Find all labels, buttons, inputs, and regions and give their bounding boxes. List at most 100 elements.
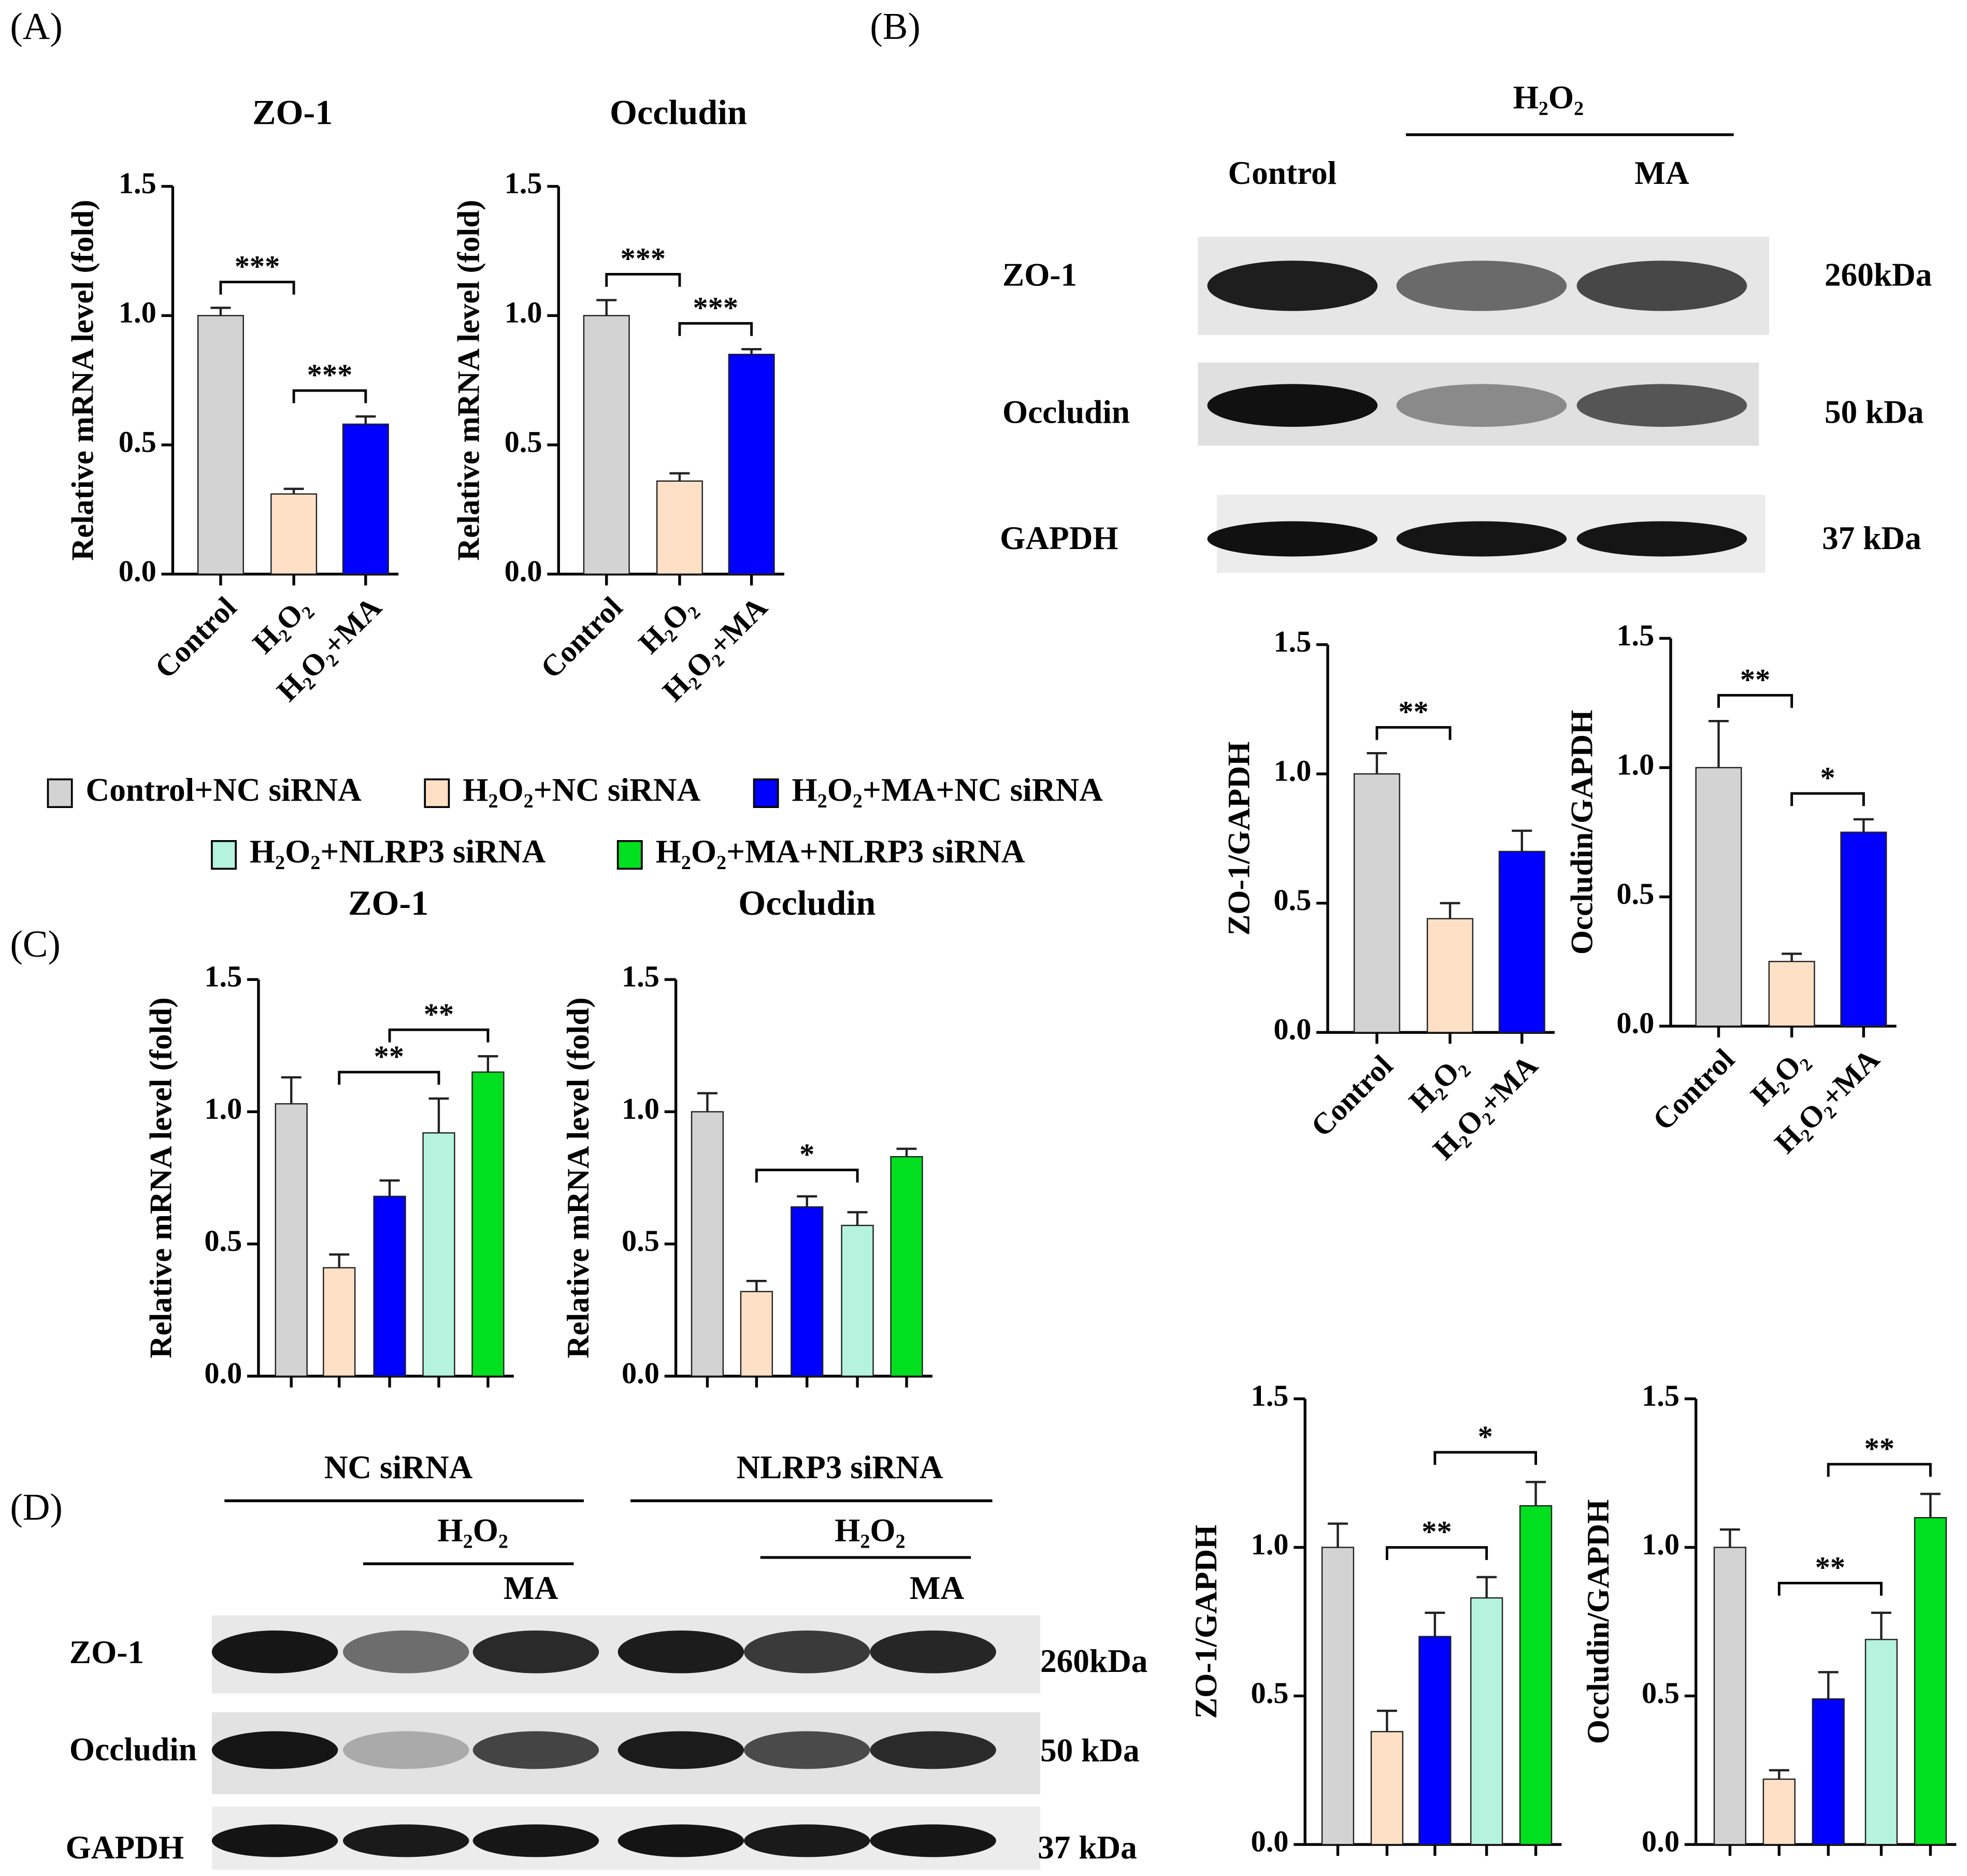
legend-label: H₂O₂+MA+NC siRNA: [792, 772, 1103, 808]
bar: [1353, 773, 1400, 1033]
y-tick-label: 1.0: [1251, 1527, 1289, 1561]
blot-band: [472, 1731, 599, 1769]
y-tick-label: 0.0: [204, 1356, 242, 1390]
error-bar: [1440, 902, 1460, 919]
bar: [1812, 1698, 1845, 1845]
size-label: 260kDa: [1040, 1643, 1147, 1679]
chart-title: ZO-1: [252, 92, 333, 132]
bar: [342, 423, 389, 575]
legend-swatch: [753, 778, 779, 809]
significance-label: **: [1398, 695, 1428, 728]
error-bar: [1871, 1611, 1891, 1640]
significance-bracket: [1375, 726, 1452, 740]
significance-bracket: [755, 1168, 859, 1183]
bar: [1427, 918, 1474, 1033]
protein-label: ZO-1: [69, 1634, 144, 1670]
error-bar: [1920, 1493, 1941, 1518]
blot-band: [1207, 261, 1378, 311]
blot-band: [618, 1731, 744, 1769]
y-tick-label: 0.0: [119, 554, 156, 588]
error-bar: [1782, 953, 1802, 962]
error-bar: [1376, 1709, 1397, 1732]
error-bar: [746, 1279, 767, 1292]
protein-label: Occludin: [1002, 394, 1130, 430]
bar: [791, 1206, 824, 1377]
significance-label: **: [1740, 662, 1770, 696]
error-bar: [428, 1097, 449, 1133]
legend-label: H₂O₂+MA+NLRP3 siRNA: [656, 833, 1025, 870]
bar: [728, 353, 775, 575]
significance-label: ***: [307, 358, 353, 392]
significance-label: *: [1478, 1420, 1493, 1453]
y-tick-label: 0.5: [622, 1224, 659, 1258]
bar: [1864, 1639, 1898, 1845]
blot-band: [618, 1630, 744, 1673]
error-bar: [355, 415, 376, 424]
y-tick-label: 1.0: [622, 1092, 659, 1125]
x-tick-label: Control: [1304, 1048, 1399, 1143]
y-axis-label: Occludin/GAPDH: [1581, 1499, 1616, 1744]
bar: [373, 1195, 406, 1377]
error-bar: [283, 487, 304, 494]
legend-label: H₂O₂+NLRP3 siRNA: [250, 833, 546, 870]
lane-label: MA: [910, 1570, 965, 1606]
bar: [1370, 1731, 1404, 1845]
blot-band: [870, 1731, 996, 1769]
bar: [422, 1132, 455, 1377]
y-tick-label: 0.5: [1616, 877, 1654, 911]
bar: [1695, 767, 1742, 1027]
bar: [323, 1267, 356, 1377]
panel-label: (C): [10, 923, 60, 965]
y-tick-label: 1.5: [1642, 1379, 1679, 1412]
significance-bracket: [1827, 1463, 1932, 1477]
y-tick-label: 0.5: [505, 425, 542, 458]
bar: [841, 1224, 874, 1377]
blot-band: [1576, 261, 1747, 311]
y-axis-label: Occludin/GAPDH: [1564, 710, 1599, 955]
bar: [471, 1071, 505, 1377]
error-bar: [847, 1211, 868, 1225]
bar: [1418, 1636, 1452, 1845]
significance-label: **: [424, 997, 454, 1031]
blot-band: [870, 1824, 996, 1857]
blot-band: [472, 1630, 599, 1673]
y-tick-label: 0.0: [505, 554, 542, 588]
significance-label: **: [1815, 1550, 1845, 1584]
y-tick-label: 0.5: [204, 1224, 242, 1258]
blot-band: [618, 1824, 744, 1857]
group-label: NLRP3 siRNA: [737, 1449, 943, 1485]
x-tick-label: Control: [1646, 1042, 1741, 1137]
significance-label: ***: [621, 242, 666, 276]
blot-band: [211, 1630, 338, 1673]
blot-band: [343, 1824, 469, 1857]
error-bar: [1526, 1481, 1546, 1506]
y-tick-label: 1.5: [622, 960, 659, 993]
blot-band: [744, 1824, 870, 1857]
error-bar: [741, 348, 762, 355]
legend-label: Control+NC siRNA: [86, 772, 362, 808]
legend-swatch: [211, 840, 237, 870]
error-bar: [210, 307, 231, 316]
y-tick-label: 1.5: [1251, 1379, 1289, 1412]
error-bar: [379, 1179, 400, 1196]
y-tick-label: 1.0: [505, 296, 542, 329]
bar: [583, 315, 630, 575]
bar: [1768, 961, 1815, 1027]
significance-bracket: [1385, 1546, 1488, 1560]
y-tick-label: 1.5: [204, 960, 242, 993]
significance-bracket: [1790, 792, 1865, 806]
lane-label: Control: [1228, 155, 1337, 191]
legend-swatch: [616, 840, 643, 870]
size-label: 260kDa: [1825, 257, 1932, 293]
significance-label: **: [1864, 1432, 1894, 1465]
error-bar: [1769, 1769, 1789, 1780]
panel-label: (D): [10, 1486, 62, 1528]
y-tick-label: 1.5: [1616, 618, 1654, 652]
significance-bracket: [605, 273, 681, 287]
blot-band: [1396, 384, 1567, 427]
error-bar: [596, 299, 617, 316]
size-label: 50 kDa: [1040, 1733, 1140, 1769]
error-bar: [478, 1055, 498, 1072]
